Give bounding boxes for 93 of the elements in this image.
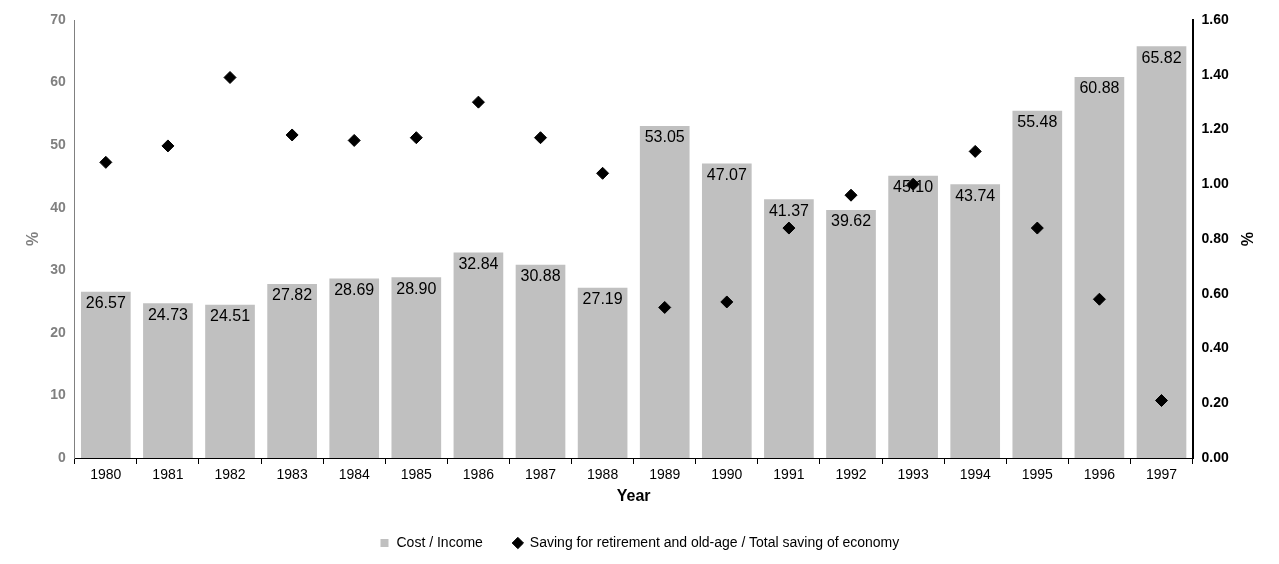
y-tick-label: 10	[50, 386, 66, 403]
bar	[267, 283, 317, 458]
legend-label: Cost / Income	[396, 533, 484, 550]
x-tick-label: 1990	[711, 466, 743, 483]
y2-tick-label: 1.40	[1201, 65, 1230, 82]
data-label: 47.07	[706, 165, 747, 183]
point	[471, 95, 485, 109]
y2-tick-label: 1.60	[1201, 10, 1230, 27]
data-label: 24.73	[147, 305, 189, 323]
x-tick-label: 1994	[959, 466, 991, 483]
x-tick-label: 1992	[835, 466, 867, 483]
point	[161, 139, 175, 153]
bar	[577, 287, 628, 458]
point	[534, 131, 548, 145]
x-tick-label: 1984	[338, 466, 370, 483]
y2-axis-title: %	[1237, 231, 1255, 247]
x-tick-label: 1996	[1083, 466, 1116, 483]
y-tick-label: 50	[50, 136, 66, 152]
x-tick-label: 1987	[524, 466, 557, 483]
data-label: 27.19	[582, 290, 623, 308]
x-tick-label: 1991	[773, 466, 805, 483]
x-tick-label: 1982	[214, 466, 246, 483]
bar	[888, 175, 938, 458]
y-tick-label: 0	[57, 448, 66, 465]
x-tick-label: 1989	[649, 466, 681, 483]
data-label: 27.82	[272, 286, 313, 304]
bar	[826, 210, 876, 458]
point	[347, 133, 361, 147]
point	[968, 144, 982, 158]
bar	[639, 126, 690, 458]
y-tick-label: 40	[50, 198, 66, 215]
point	[285, 128, 299, 142]
data-label: 45.10	[893, 178, 934, 196]
bar	[1136, 46, 1187, 458]
data-label: 55.48	[1017, 113, 1058, 131]
y2-tick-label: 0.40	[1201, 339, 1230, 356]
y2-tick-label: 0.60	[1201, 284, 1230, 301]
x-tick-label: 1981	[152, 466, 184, 483]
y-tick-label: 30	[50, 261, 66, 278]
bar	[391, 277, 442, 458]
y-tick-label: 60	[50, 73, 66, 90]
bar	[1012, 110, 1063, 458]
x-tick-label: 1997	[1145, 466, 1178, 483]
point	[1155, 394, 1168, 408]
y2-tick-label: 1.20	[1201, 120, 1230, 137]
y-axis-title: %	[24, 231, 42, 247]
bar	[1074, 77, 1125, 458]
data-label: 26.57	[85, 294, 126, 312]
bar	[329, 278, 380, 458]
x-tick-label: 1988	[587, 466, 619, 483]
bar	[950, 184, 1001, 458]
bar	[515, 264, 566, 458]
data-label: 24.51	[210, 307, 251, 325]
point	[1030, 221, 1044, 235]
bar	[143, 303, 193, 458]
point	[99, 155, 113, 169]
point	[409, 131, 423, 145]
point	[1092, 292, 1106, 306]
bar	[205, 304, 255, 458]
point	[720, 295, 734, 309]
point	[596, 166, 610, 180]
data-label: 60.88	[1079, 79, 1120, 97]
y-tick-label: 20	[50, 323, 66, 340]
data-label: 53.05	[644, 128, 685, 146]
x-tick-label: 1980	[90, 466, 122, 483]
y-tick-label: 70	[50, 10, 66, 27]
bar	[453, 252, 504, 458]
y2-tick-label: 0.00	[1201, 448, 1230, 465]
data-label: 30.88	[520, 267, 561, 285]
data-label: 65.82	[1141, 48, 1182, 66]
bar	[80, 291, 131, 458]
point	[782, 221, 796, 235]
bar	[764, 199, 814, 458]
legend-label: Saving for retirement and old-age / Total saving of economy	[529, 533, 900, 550]
data-label: 43.74	[955, 186, 996, 204]
data-label: 41.37	[768, 201, 810, 219]
point	[223, 70, 237, 84]
data-label: 39.62	[830, 212, 872, 230]
bar	[701, 163, 752, 458]
y2-tick-label: 0.20	[1201, 394, 1230, 411]
x-tick-label: 1995	[1021, 466, 1054, 483]
x-tick-label: 1983	[276, 466, 308, 483]
x-tick-label: 1986	[462, 466, 495, 483]
data-label: 32.84	[458, 254, 499, 272]
point	[844, 188, 858, 202]
x-axis-title: Year	[616, 486, 651, 504]
data-label: 28.90	[396, 279, 437, 297]
point	[658, 300, 672, 314]
data-label: 28.69	[334, 280, 375, 298]
x-tick-label: 1985	[400, 466, 433, 483]
y2-tick-label: 1.00	[1201, 175, 1230, 192]
y2-tick-label: 0.80	[1201, 229, 1230, 246]
x-tick-label: 1993	[897, 466, 929, 483]
